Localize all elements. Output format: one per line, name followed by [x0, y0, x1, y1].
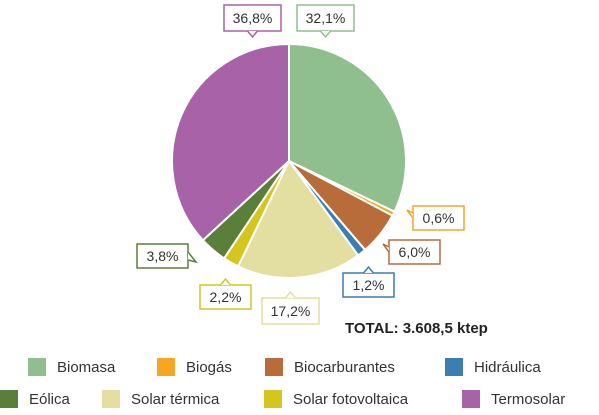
data-label: 17,2% [261, 290, 320, 325]
pie-callouts: 32,1% 0,6% 6,0% 1,2% 17,2% 2,2% 3,8% 36,8% [136, 4, 465, 325]
legend-swatch [445, 358, 463, 376]
legend-item: Hidráulica [445, 358, 541, 376]
total-label: TOTAL: 3.608,5 ktep [345, 320, 488, 337]
data-label-text: 17,2% [271, 303, 311, 319]
legend-item: Solar fotovoltaica [264, 390, 408, 408]
legend-label: Termosolar [491, 390, 566, 408]
data-label: 2,2% [199, 277, 252, 310]
pie-slice-biomasa [288, 42, 407, 214]
legend-swatch [157, 358, 175, 376]
data-label: 1,2% [342, 265, 395, 298]
legend-swatch [0, 390, 18, 408]
pie-slices [171, 42, 407, 279]
legend-item: Biomasa [28, 358, 115, 376]
data-label: 36,8% [223, 4, 282, 39]
legend-swatch [265, 358, 283, 376]
data-label: 3,8% [136, 243, 198, 269]
data-label-text: 0,6% [423, 210, 455, 226]
legend-label: Hidráulica [474, 358, 541, 376]
pie-slice-solar-t-rmica [236, 159, 360, 279]
data-label: 6,0% [382, 239, 441, 265]
legend-item: Termosolar [462, 390, 565, 408]
legend-item: Eólica [0, 390, 70, 408]
data-label: 32,1% [296, 4, 355, 39]
legend-label: Eólica [29, 390, 70, 408]
legend-item: Biogás [157, 358, 232, 376]
data-label-text: 32,1% [306, 10, 346, 26]
data-label-text: 6,0% [399, 244, 431, 260]
legend-label: Biocarburantes [294, 358, 395, 376]
data-label-text: 3,8% [147, 248, 179, 264]
legend-item: Biocarburantes [265, 358, 395, 376]
legend-item: Solar térmica [102, 390, 219, 408]
legend-swatch [28, 358, 46, 376]
pie-slice-termosolar [171, 42, 290, 242]
legend-label: Solar térmica [131, 390, 220, 408]
data-label: 0,6% [406, 205, 465, 231]
legend-label: Biogás [186, 358, 232, 376]
legend-swatch [264, 390, 282, 408]
data-label-text: 2,2% [210, 289, 242, 305]
legend-swatch [102, 390, 120, 408]
legend-label: Biomasa [57, 358, 116, 376]
data-label-text: 36,8% [233, 10, 273, 26]
legend-label: Solar fotovoltaica [293, 390, 409, 408]
legend-swatch [462, 390, 480, 408]
data-label-text: 1,2% [353, 277, 385, 293]
